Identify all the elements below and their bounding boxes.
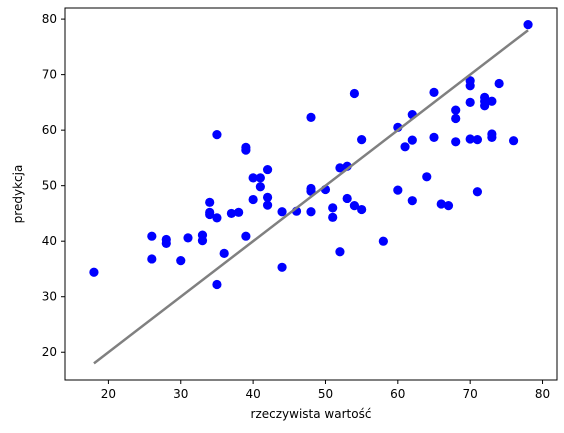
data-point xyxy=(335,247,345,257)
data-point xyxy=(176,256,186,266)
data-point xyxy=(248,194,258,205)
data-point xyxy=(226,208,237,219)
data-point xyxy=(393,185,403,195)
data-point xyxy=(328,212,338,222)
x-axis-label: rzeczywista wartość xyxy=(251,407,372,421)
data-point xyxy=(429,87,439,97)
y-tick-label: 20 xyxy=(42,345,57,359)
data-point xyxy=(443,201,454,211)
x-tick-label: 60 xyxy=(390,387,405,401)
data-point xyxy=(241,145,251,155)
data-point xyxy=(205,209,215,220)
data-point xyxy=(262,192,273,202)
y-tick-label: 60 xyxy=(42,123,57,137)
data-point xyxy=(407,196,417,206)
axes-frame xyxy=(64,7,558,381)
data-point xyxy=(262,164,273,175)
data-point xyxy=(219,248,229,259)
data-point xyxy=(241,231,251,241)
data-point xyxy=(465,81,475,91)
data-point xyxy=(306,207,316,217)
x-tick-label: 40 xyxy=(245,387,260,401)
line-layer xyxy=(93,29,529,365)
data-point xyxy=(147,254,157,264)
data-point xyxy=(465,97,475,107)
x-tick-label: 70 xyxy=(463,387,478,401)
y-tick-label: 80 xyxy=(42,12,57,26)
data-point xyxy=(472,134,483,145)
x-tick-label: 20 xyxy=(101,387,116,401)
data-point xyxy=(465,134,475,144)
data-point xyxy=(255,182,265,192)
y-tick-label: 40 xyxy=(42,234,57,248)
data-point xyxy=(357,134,367,145)
data-point xyxy=(262,200,273,210)
data-point xyxy=(451,137,461,147)
y-tick-label: 70 xyxy=(42,68,57,82)
data-point xyxy=(422,172,432,182)
x-axis: 20 30 40 50 60 70 80 xyxy=(101,380,550,401)
data-point xyxy=(451,113,461,124)
data-point xyxy=(523,20,533,30)
data-point xyxy=(429,132,439,142)
data-point xyxy=(349,201,360,211)
x-tick-label: 50 xyxy=(318,387,333,401)
data-point xyxy=(480,101,490,111)
data-point xyxy=(255,173,265,183)
points-layer xyxy=(89,20,533,290)
data-point xyxy=(197,236,208,246)
x-tick-label: 80 xyxy=(535,387,550,401)
y-axis: 20 30 40 50 60 70 80 xyxy=(42,12,65,359)
y-axis-label: predykcja xyxy=(11,165,25,224)
data-point xyxy=(508,136,519,146)
data-point xyxy=(487,132,497,142)
y-tick-label: 50 xyxy=(42,179,57,193)
data-point xyxy=(212,279,222,290)
data-point xyxy=(400,142,410,152)
data-point xyxy=(335,163,345,173)
data-point xyxy=(277,262,287,272)
data-point xyxy=(349,88,360,99)
data-point xyxy=(487,96,497,106)
data-point xyxy=(212,129,222,140)
data-point xyxy=(89,267,99,277)
data-point xyxy=(234,207,244,217)
data-point xyxy=(205,197,215,207)
data-point xyxy=(306,112,316,122)
data-point xyxy=(248,173,258,183)
data-point xyxy=(407,135,417,145)
data-point xyxy=(328,203,338,213)
data-point xyxy=(147,231,157,241)
reference-line xyxy=(93,29,529,365)
data-point xyxy=(212,213,222,223)
data-point xyxy=(161,238,171,249)
data-point xyxy=(472,187,483,197)
data-point xyxy=(494,78,504,89)
data-point xyxy=(277,207,287,217)
x-tick-label: 30 xyxy=(173,387,188,401)
data-point xyxy=(451,105,461,115)
data-point xyxy=(378,236,388,246)
data-point xyxy=(357,204,367,215)
data-point xyxy=(183,233,193,243)
y-tick-label: 30 xyxy=(42,290,57,304)
data-point xyxy=(436,199,446,209)
data-point xyxy=(342,193,352,204)
